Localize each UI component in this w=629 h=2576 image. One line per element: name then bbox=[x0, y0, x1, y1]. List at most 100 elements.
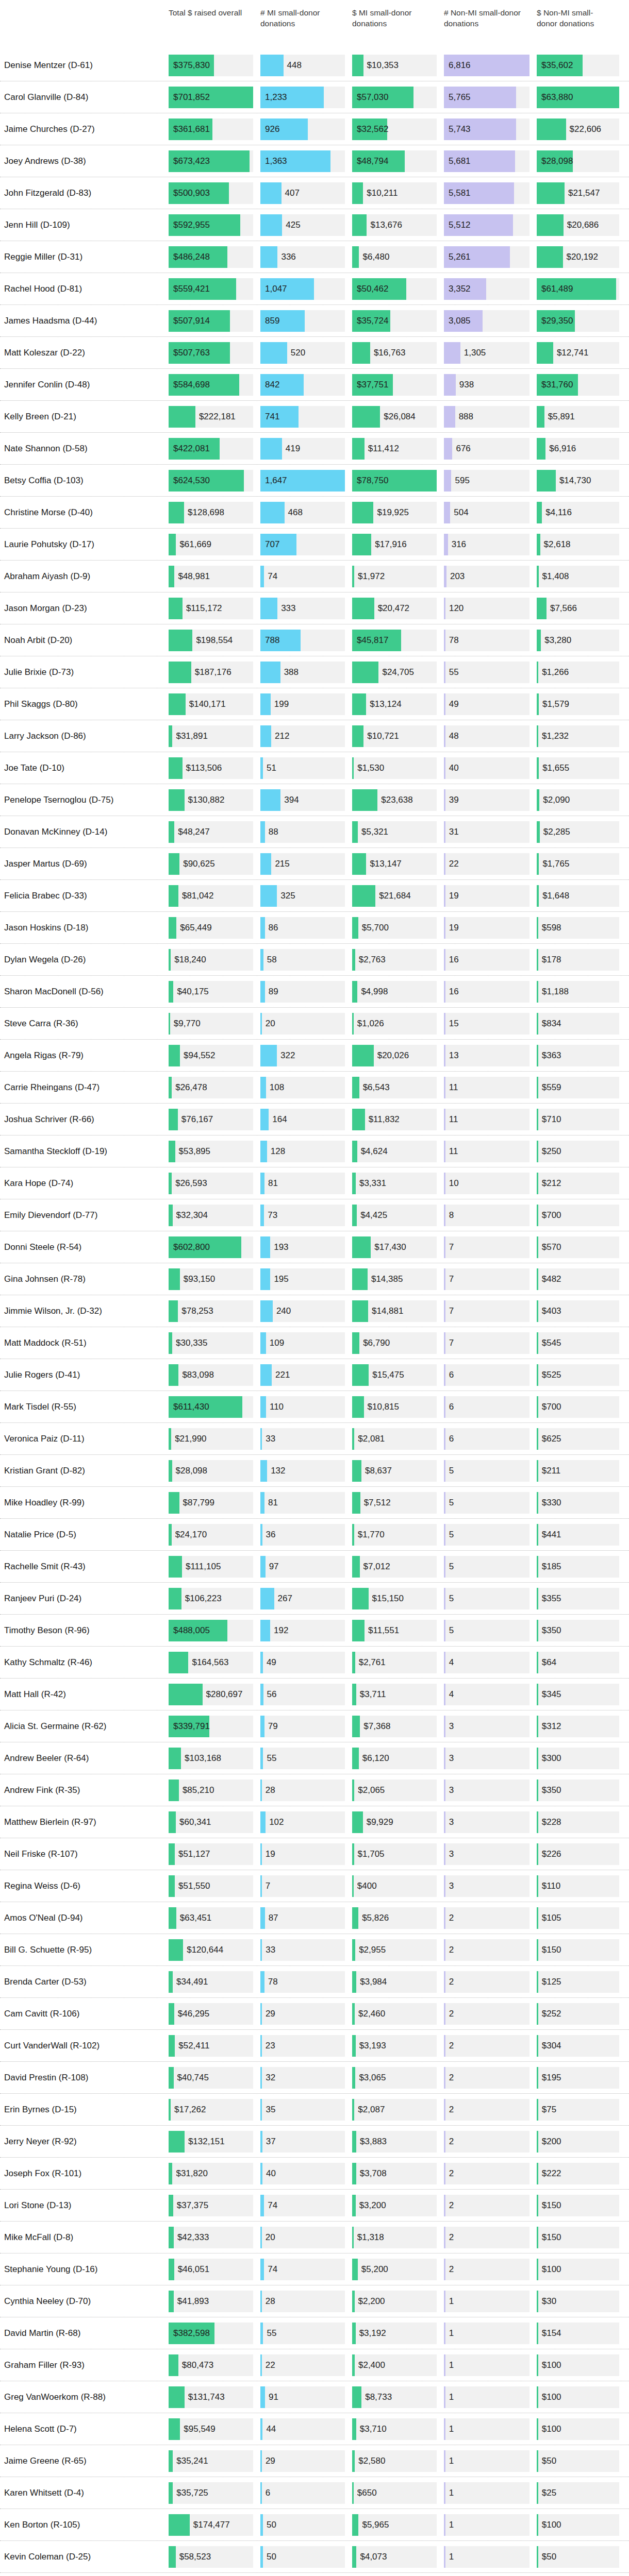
value-bar bbox=[169, 1045, 180, 1066]
bar-cell: $28,098 bbox=[169, 1460, 253, 1482]
bar-cell: $35,724 bbox=[352, 310, 437, 332]
value-label: 388 bbox=[284, 667, 299, 677]
table-row: Rachel Hood (D-81)$559,4211,047$50,4623,… bbox=[0, 273, 629, 305]
value-label: 195 bbox=[274, 1274, 288, 1284]
value-label: 16 bbox=[449, 987, 459, 997]
candidate-name: Angela Rigas (R-79) bbox=[0, 1050, 161, 1061]
value-label: $3,883 bbox=[360, 2137, 387, 2147]
value-label: $1,188 bbox=[542, 987, 569, 997]
candidate-name: Matt Maddock (R-51) bbox=[0, 1338, 161, 1348]
bar-cell: $115,172 bbox=[169, 598, 253, 619]
value-label: $22,606 bbox=[570, 124, 601, 134]
bar-cell: $13,676 bbox=[352, 214, 437, 236]
bar-cell: 87 bbox=[260, 1907, 345, 1929]
value-label: $9,929 bbox=[367, 1817, 393, 1827]
value-bar bbox=[352, 2386, 361, 2408]
value-bar bbox=[169, 2195, 173, 2216]
bar-cell: $52,411 bbox=[169, 2035, 253, 2057]
value-label: $174,477 bbox=[193, 2520, 230, 2530]
candidate-name: Kara Hope (D-74) bbox=[0, 1178, 161, 1189]
value-bar bbox=[352, 1300, 368, 1322]
bar-cell: 86 bbox=[260, 917, 345, 939]
value-label: $5,826 bbox=[362, 1913, 389, 1923]
value-label: 1 bbox=[449, 2360, 454, 2370]
table-row: Cam Cavitt (R-106)$46,29529$2,4602$252 bbox=[0, 1998, 629, 2030]
bar-cell: $673,423 bbox=[169, 150, 253, 172]
bar-cell: $2,460 bbox=[352, 2003, 437, 2025]
value-label: 6 bbox=[449, 1370, 454, 1380]
value-label: 86 bbox=[269, 923, 278, 933]
value-bar bbox=[537, 853, 539, 875]
bar-cell: 267 bbox=[260, 1588, 345, 1609]
value-bar bbox=[444, 1109, 445, 1130]
value-bar bbox=[352, 1205, 357, 1226]
bar-cell: $559 bbox=[537, 1077, 619, 1098]
bar-cell: 33 bbox=[260, 1939, 345, 1961]
bar-cell: $41,893 bbox=[169, 2291, 253, 2312]
bar-cell: 595 bbox=[444, 470, 529, 492]
value-bar bbox=[444, 1428, 445, 1450]
value-label: $14,881 bbox=[372, 1306, 403, 1316]
value-bar bbox=[352, 1364, 369, 1386]
value-bar bbox=[260, 1588, 274, 1609]
value-bar bbox=[537, 566, 539, 587]
bar-cell: $22,606 bbox=[537, 118, 619, 140]
value-label: 3,352 bbox=[449, 284, 471, 294]
value-bar bbox=[260, 1780, 262, 1801]
bar-cell: 707 bbox=[260, 534, 345, 555]
value-label: 5,581 bbox=[449, 188, 471, 198]
value-label: $3,193 bbox=[359, 2041, 386, 2051]
bar-cell: $250 bbox=[537, 1141, 619, 1162]
bar-cell: 388 bbox=[260, 662, 345, 683]
bar-cell: 2 bbox=[444, 2131, 529, 2153]
table-row: Kevin Coleman (D-25)$58,52350$4,0731$50 bbox=[0, 2541, 629, 2573]
bar-cell: 1 bbox=[444, 2323, 529, 2344]
value-label: $35,241 bbox=[176, 2456, 208, 2466]
bar-cell: $304 bbox=[537, 2035, 619, 2057]
bar-cell: 741 bbox=[260, 406, 345, 428]
value-label: 5,765 bbox=[449, 92, 471, 103]
table-row: Matt Koleszar (D-22)$507,763520$16,7631,… bbox=[0, 337, 629, 369]
value-label: 81 bbox=[268, 1178, 278, 1189]
bar-cell: $58,523 bbox=[169, 2546, 253, 2568]
bar-cell: 55 bbox=[444, 662, 529, 683]
value-label: $20,026 bbox=[377, 1050, 409, 1061]
candidate-name: Curt VanderWall (R-102) bbox=[0, 2041, 161, 2051]
value-label: $53,895 bbox=[179, 1146, 210, 1157]
value-bar bbox=[444, 1332, 445, 1354]
value-bar bbox=[444, 2227, 445, 2248]
value-bar bbox=[537, 534, 540, 555]
value-label: $11,412 bbox=[368, 444, 399, 454]
value-bar bbox=[169, 1173, 172, 1194]
value-bar bbox=[169, 1875, 175, 1897]
bar-cell: $6,120 bbox=[352, 1748, 437, 1769]
value-bar bbox=[169, 2482, 173, 2504]
table-row: Sharon MacDonell (D-56)$40,17589$4,99816… bbox=[0, 976, 629, 1008]
value-bar bbox=[260, 598, 277, 619]
table-row: Erin Byrnes (D-15)$17,26235$2,0872$75 bbox=[0, 2094, 629, 2126]
value-bar bbox=[260, 1141, 267, 1162]
value-label: 859 bbox=[265, 316, 279, 326]
value-label: 203 bbox=[450, 571, 465, 582]
value-label: $23,638 bbox=[381, 795, 412, 805]
candidate-name: Betsy Coffia (D-103) bbox=[0, 476, 161, 486]
bar-cell: $1,770 bbox=[352, 1524, 437, 1546]
table-row: Joshua Schriver (R-66)$76,167164$11,8321… bbox=[0, 1104, 629, 1136]
value-bar bbox=[352, 2354, 355, 2376]
table-row: Andrew Beeler (R-64)$103,16855$6,1203$30… bbox=[0, 1742, 629, 1774]
bar-cell: $26,478 bbox=[169, 1077, 253, 1098]
value-label: 2 bbox=[449, 1945, 454, 1955]
value-label: 28 bbox=[266, 2296, 275, 2307]
value-bar bbox=[444, 1556, 445, 1578]
value-label: $2,081 bbox=[358, 1434, 385, 1444]
value-label: $488,005 bbox=[173, 1625, 210, 1636]
bar-cell: $339,791 bbox=[169, 1716, 253, 1737]
value-bar bbox=[444, 502, 450, 523]
bar-cell: $48,981 bbox=[169, 566, 253, 587]
value-bar bbox=[352, 1875, 354, 1897]
value-label: $110 bbox=[542, 1881, 561, 1891]
value-label: $51,550 bbox=[178, 1881, 210, 1891]
value-label: 15 bbox=[449, 1019, 459, 1029]
bar-cell: $20,472 bbox=[352, 598, 437, 619]
table-row: Betsy Coffia (D-103)$624,5301,647$78,750… bbox=[0, 465, 629, 497]
